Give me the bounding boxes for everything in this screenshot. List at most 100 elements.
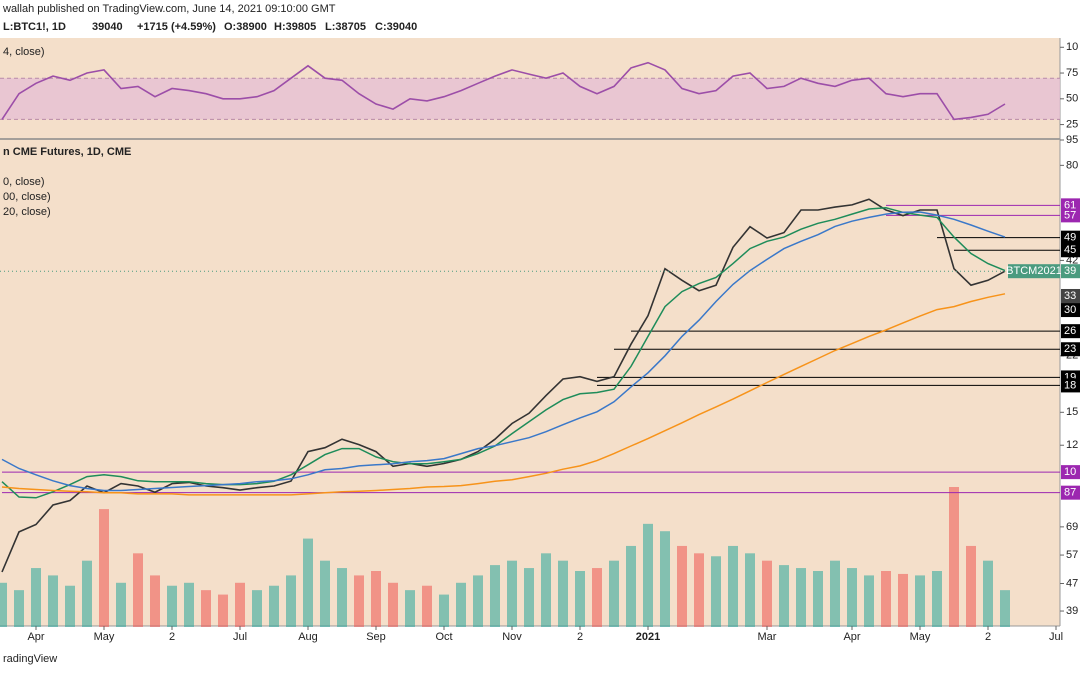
level-label: 45 <box>1064 244 1076 256</box>
volume-bar <box>286 575 296 627</box>
low: L:38705 <box>325 21 366 33</box>
x-tick-label: 2021 <box>636 631 660 643</box>
level-label: 49 <box>1064 232 1076 244</box>
series-line <box>1 211 1006 492</box>
level-box <box>1061 208 1080 223</box>
last-price: 39040 <box>92 21 123 33</box>
last-price-box <box>1061 264 1080 279</box>
y-tick-label: 39 <box>1066 605 1078 617</box>
rsi-band <box>0 78 1060 120</box>
volume-bar <box>830 560 840 627</box>
volume-bar <box>320 560 330 627</box>
x-tick-label: Jul <box>233 631 247 643</box>
volume-bar <box>150 575 160 627</box>
volume-bar <box>405 590 415 627</box>
x-tick-label: May <box>910 631 931 643</box>
open: O:38900 <box>224 21 267 33</box>
ma-legend: 0, close) <box>3 176 45 188</box>
volume-bar <box>966 545 976 627</box>
level-label: 18 <box>1064 379 1076 391</box>
volume-bar <box>575 571 585 627</box>
x-tick-label: 2 <box>577 631 583 643</box>
level-label: 26 <box>1064 325 1076 337</box>
volume-bar <box>592 568 602 627</box>
y-tick-label: 57 <box>1066 549 1078 561</box>
level-box <box>1061 465 1080 480</box>
publish-line: wallah published on TradingView.com, Jun… <box>2 3 336 15</box>
series-line <box>1 198 1006 573</box>
y-tick-label: 15 <box>1066 406 1078 418</box>
volume-bar <box>116 582 126 627</box>
footer-brand: radingView <box>3 653 57 665</box>
volume-bar <box>354 575 364 627</box>
series-tag <box>1008 264 1060 279</box>
volume-bar <box>745 553 755 627</box>
high: H:39805 <box>274 21 316 33</box>
volume-bar <box>626 545 636 627</box>
chart-background <box>0 38 1060 626</box>
volume-bar <box>269 585 279 627</box>
y-tick-label: 50 <box>1066 93 1078 105</box>
volume-bar <box>898 573 908 627</box>
volume-bar <box>932 571 942 627</box>
volume-bar <box>473 575 483 627</box>
volume-bar <box>609 560 619 627</box>
volume-bar <box>490 565 500 627</box>
series-line <box>1 207 1006 499</box>
volume-bar <box>881 571 891 627</box>
volume-bar <box>388 582 398 627</box>
volume-bar <box>167 585 177 627</box>
volume-bar <box>184 582 194 627</box>
level-label: 10 <box>1064 466 1076 478</box>
level-label: 33 <box>1064 290 1076 302</box>
volume-bar <box>524 568 534 627</box>
volume-bar <box>31 568 41 627</box>
series-line <box>1 293 1006 496</box>
volume-bar <box>0 582 7 627</box>
price-change: +1715 (+4.59%) <box>137 21 216 33</box>
x-tick-label: Mar <box>758 631 777 643</box>
y-tick-label: 95 <box>1066 134 1078 146</box>
x-tick-label: Apr <box>27 631 44 643</box>
volume-bar <box>201 590 211 627</box>
volume-bar <box>82 560 92 627</box>
volume-bar <box>507 560 517 627</box>
x-tick-label: 2 <box>985 631 991 643</box>
volume-bar <box>813 571 823 627</box>
y-tick-label: 69 <box>1066 521 1078 533</box>
volume-bar <box>337 568 347 627</box>
ma-legend: 00, close) <box>3 191 51 203</box>
x-tick-label: Sep <box>366 631 386 643</box>
volume-bar <box>847 568 857 627</box>
ma-legend: 20, close) <box>3 206 51 218</box>
x-tick-label: Nov <box>502 631 522 643</box>
volume-bar <box>99 509 109 627</box>
volume-bar <box>65 585 75 627</box>
volume-bar <box>252 590 262 627</box>
close: C:39040 <box>375 21 417 33</box>
level-box <box>1061 324 1080 339</box>
level-box <box>1061 288 1080 303</box>
volume-bar <box>371 571 381 627</box>
volume-bar <box>133 553 143 627</box>
symbol-legend: n CME Futures, 1D, CME <box>3 146 131 158</box>
series-line <box>1 61 1006 121</box>
x-tick-label: 2 <box>169 631 175 643</box>
y-tick-label: 47 <box>1066 577 1078 589</box>
x-tick-label: Jul <box>1049 631 1063 643</box>
y-tick-label: 75 <box>1066 67 1078 79</box>
level-box <box>1061 485 1080 500</box>
volume-bar <box>541 553 551 627</box>
series-tag-label: BTCM2021 <box>1006 265 1062 277</box>
rsi-legend: 4, close) <box>3 46 45 58</box>
y-tick-label: 25 <box>1066 118 1078 130</box>
volume-bar <box>983 560 993 627</box>
y-tick-label: 10 <box>1066 41 1078 53</box>
volume-bar <box>949 487 959 627</box>
y-tick-label: 42 <box>1066 254 1078 266</box>
volume-bar <box>694 553 704 627</box>
volume-bar <box>728 545 738 627</box>
level-box <box>1061 243 1080 258</box>
level-label: 57 <box>1064 209 1076 221</box>
